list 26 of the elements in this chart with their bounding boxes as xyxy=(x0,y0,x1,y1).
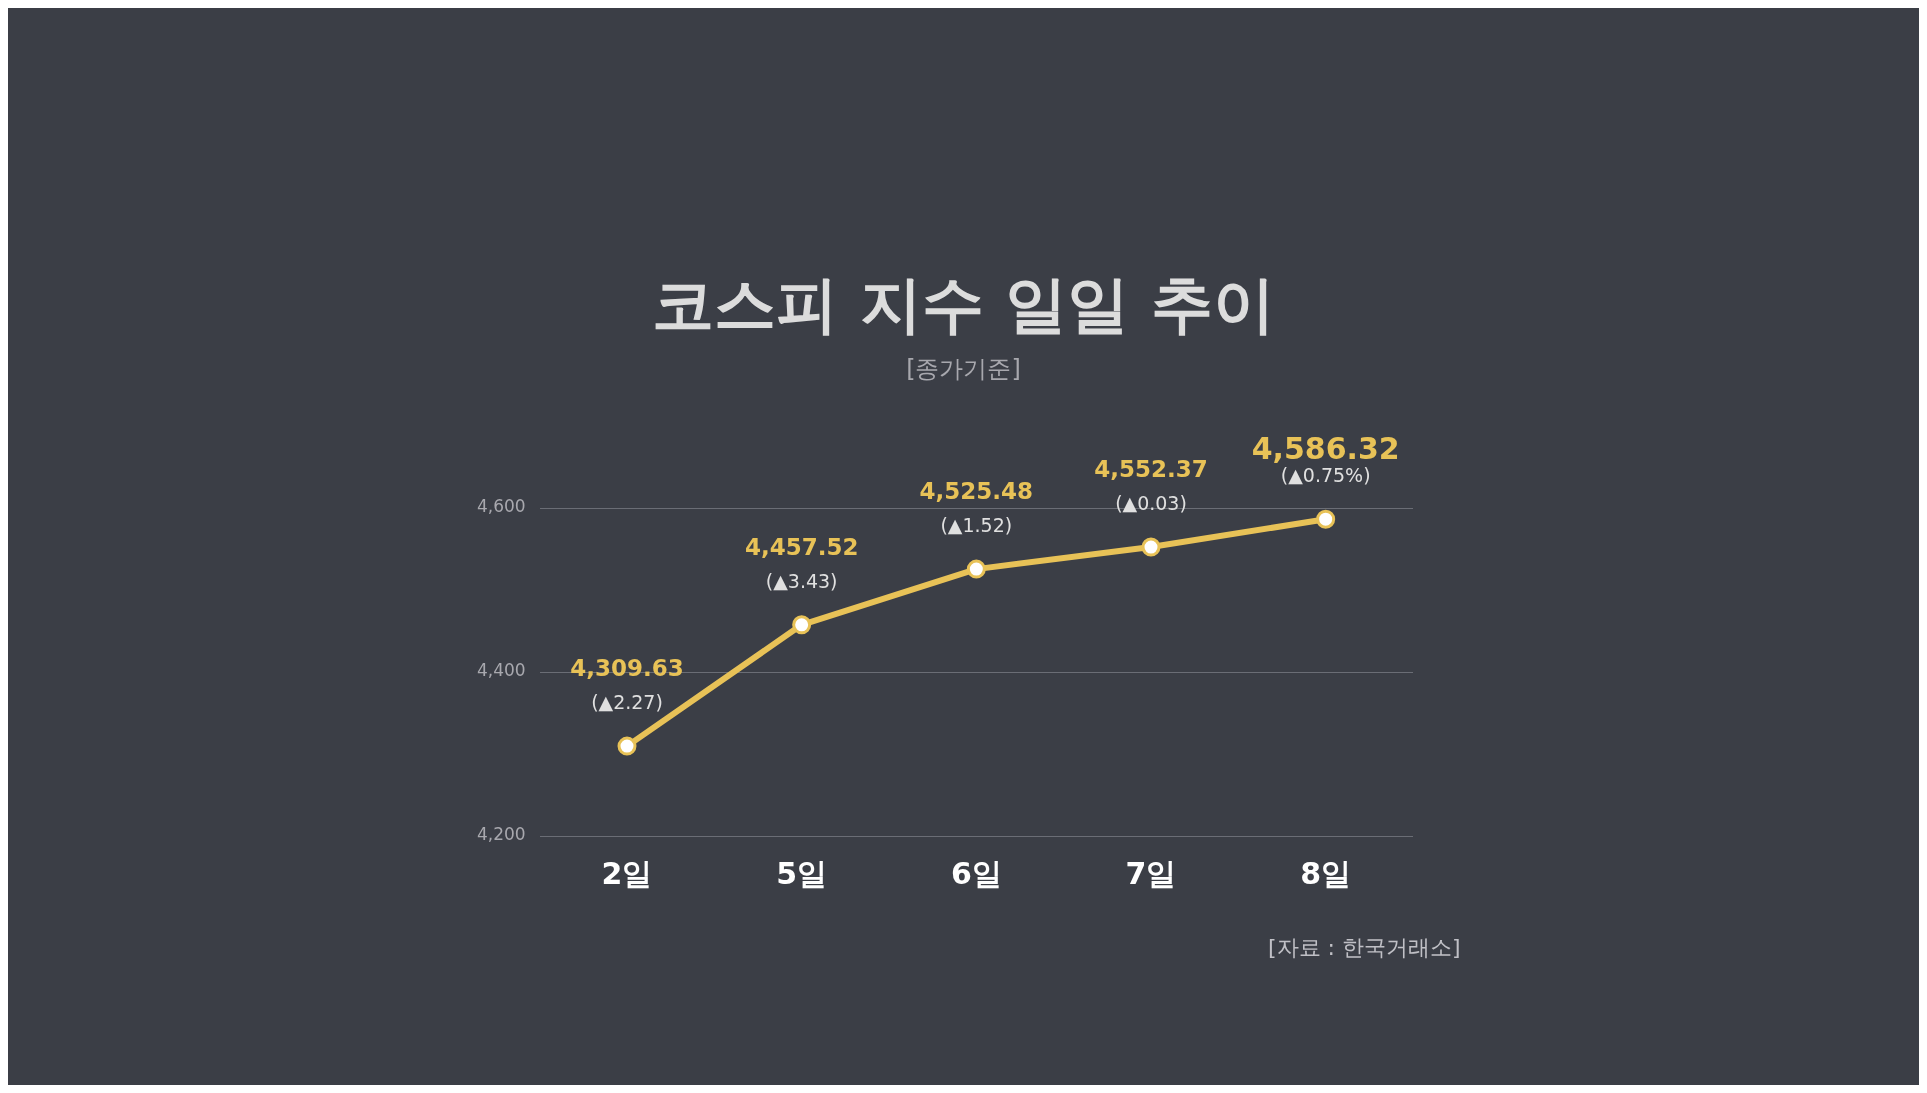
y-tick-label: 4,400 xyxy=(477,660,526,681)
y-tick-label: 4,600 xyxy=(477,496,526,517)
point xyxy=(792,615,812,635)
annotation: (▲2.27) xyxy=(591,691,663,714)
y-tick-label: 4,200 xyxy=(477,824,526,845)
data-label: 4,586.32 xyxy=(1251,431,1400,467)
x-tick-label: 5일 xyxy=(776,855,828,891)
text: [자료 : 한국거래소] xyxy=(1268,934,1461,962)
data-label: 4,309.63 xyxy=(570,655,684,682)
x-tick-label: 6일 xyxy=(950,855,1002,891)
data-label: 4,457.52 xyxy=(744,533,859,560)
annotation: (▲0.75%) xyxy=(1280,464,1371,487)
data-label: 4,525.48 xyxy=(919,478,1034,505)
point xyxy=(1316,509,1336,529)
annotation: (▲0.03) xyxy=(1115,492,1187,515)
point xyxy=(966,559,986,579)
point xyxy=(617,736,637,756)
point xyxy=(1141,537,1161,557)
data-label: 4,552.37 xyxy=(1094,456,1208,483)
annotation: (▲3.43) xyxy=(765,569,838,592)
annotation: (▲1.52) xyxy=(940,514,1013,537)
chart-subtitle: [종가기준] xyxy=(905,354,1022,385)
x-tick-label: 7일 xyxy=(1125,855,1177,891)
x-tick-label: 8일 xyxy=(1300,855,1352,891)
x-tick-label: 2일 xyxy=(601,855,653,891)
chart-title: 코스피 지수 일일 추이 xyxy=(651,267,1276,343)
